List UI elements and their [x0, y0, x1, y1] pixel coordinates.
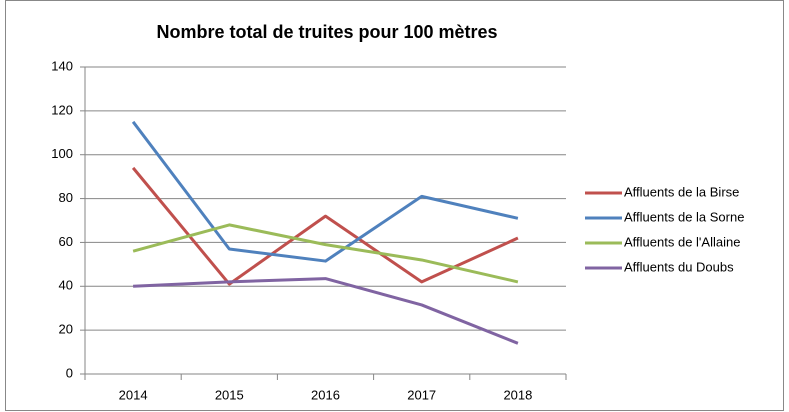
x-tick-label: 2018: [503, 387, 532, 402]
x-tick-label: 2016: [311, 387, 340, 402]
chart-title: Nombre total de truites pour 100 mètres: [156, 22, 497, 42]
line: [131, 120, 519, 263]
x-tick-label: 2014: [119, 387, 148, 402]
y-tick-label: 120: [51, 102, 73, 117]
x-tick-label: 2015: [215, 387, 244, 402]
y-tick-label: 80: [59, 190, 73, 205]
legend-label: Affluents de l'Allaine: [624, 234, 740, 249]
legend-label: Affluents du Doubs: [624, 259, 734, 274]
line: [132, 223, 519, 284]
legend-label: Affluents de la Sorne: [624, 209, 744, 224]
y-tick-label: 40: [59, 278, 73, 293]
chart-border: [5, 0, 784, 411]
legend-label: Affluents de la Birse: [624, 184, 739, 199]
y-tick-label: 0: [66, 365, 73, 380]
x-tick-label: 2017: [407, 387, 436, 402]
y-tick-label: 20: [59, 322, 73, 337]
y-tick-label: 140: [51, 58, 73, 73]
y-tick-label: 60: [59, 234, 73, 249]
line: [133, 277, 519, 345]
y-tick-label: 100: [51, 146, 73, 161]
